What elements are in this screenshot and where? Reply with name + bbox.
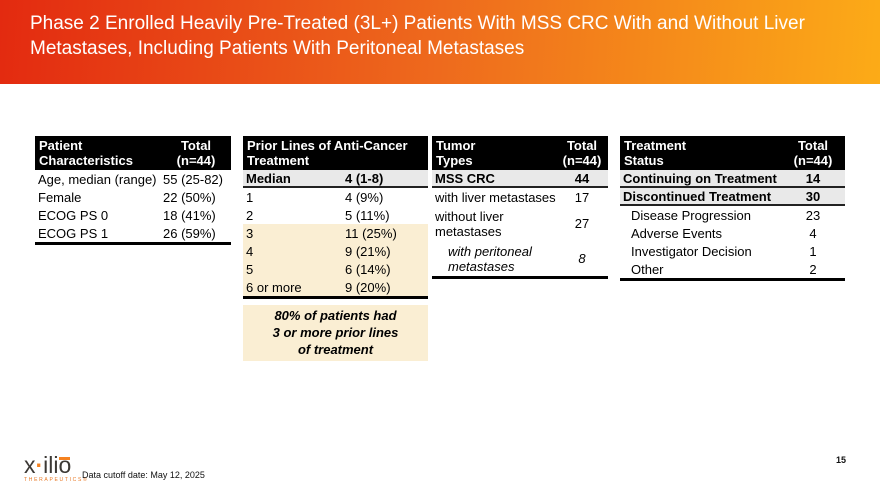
data-cutoff-text: Data cutoff date: May 12, 2025	[82, 470, 205, 480]
page-number: 15	[835, 455, 846, 465]
table-row-discontinued: Discontinued Treatment 30	[620, 188, 845, 206]
row-label: Continuing on Treatment	[623, 170, 777, 186]
tumor-types-table: Tumor Types Total (n=44) MSS CRC 44 with…	[432, 136, 608, 279]
table-row: Disease Progression 23	[620, 206, 845, 224]
row-label: Female	[38, 189, 82, 205]
row-label: Discontinued Treatment	[623, 188, 772, 204]
row-label: 5	[246, 261, 254, 277]
table-row-highlighted: 4 9 (21%)	[243, 242, 428, 260]
row-label: ECOG PS 1	[38, 225, 109, 241]
table-body: MSS CRC 44 with liver metastases 17 with…	[432, 170, 608, 279]
row-value: 18 (41%)	[163, 207, 216, 223]
table-row: Investigator Decision 1	[620, 242, 845, 260]
row-value: 44	[574, 170, 590, 186]
table-row: ECOG PS 0 18 (41%)	[35, 206, 231, 224]
row-value: 8	[578, 251, 586, 266]
table-header-total: Total (n=44)	[176, 138, 216, 168]
row-value: 30	[805, 188, 821, 204]
row-label: Median	[246, 170, 291, 186]
prior-lines-callout: 80% of patients had 3 or more prior line…	[243, 305, 428, 361]
logo-dot: ·	[35, 452, 44, 478]
table-header: Treatment Status Total (n=44)	[620, 136, 845, 170]
table-row-median: Median 4 (1-8)	[243, 170, 428, 188]
table-row: 2 5 (11%)	[243, 206, 428, 224]
row-label: with liver metastases	[435, 189, 556, 205]
table-row: Other 2	[620, 260, 845, 278]
xilio-logo: x·ilio THERAPEUTICS®	[24, 454, 88, 483]
row-label: Investigator Decision	[631, 243, 752, 259]
table-body: Age, median (range) 55 (25-82) Female 22…	[35, 170, 231, 245]
table-row: Age, median (range) 55 (25-82)	[35, 170, 231, 188]
row-label: 6 or more	[246, 279, 302, 295]
table-header-label: Treatment Status	[624, 138, 687, 168]
patient-characteristics-table: Patient Characteristics Total (n=44) Age…	[35, 136, 231, 245]
row-label: Disease Progression	[631, 207, 751, 223]
row-label: Adverse Events	[631, 225, 723, 241]
table-row-highlighted: 5 6 (14%)	[243, 260, 428, 278]
row-value: 4 (9%)	[345, 189, 384, 205]
row-value: 55 (25-82)	[163, 171, 223, 187]
row-value: 9 (20%)	[345, 279, 391, 295]
table-row: Female 22 (50%)	[35, 188, 231, 206]
table-row-peritoneal: with peritoneal metastases 8	[432, 241, 608, 276]
row-value: 4	[809, 225, 817, 241]
row-label: Age, median (range)	[38, 171, 157, 187]
row-label: 3	[246, 225, 254, 241]
row-value: 4 (1-8)	[345, 170, 384, 186]
table-row: with liver metastases 17	[432, 188, 608, 206]
prior-lines-table: Prior Lines of Anti-Cancer Treatment Med…	[243, 136, 428, 361]
row-value: 2	[809, 261, 817, 277]
table-header: Prior Lines of Anti-Cancer Treatment	[243, 136, 428, 170]
row-label: MSS CRC	[435, 170, 495, 186]
row-value: 14	[805, 170, 821, 186]
table-row: 1 4 (9%)	[243, 188, 428, 206]
treatment-status-table: Treatment Status Total (n=44) Continuing…	[620, 136, 845, 281]
row-value: 27	[574, 216, 590, 231]
row-value: 22 (50%)	[163, 189, 216, 205]
logo-letters-ili: ili	[43, 452, 59, 478]
row-label: 1	[246, 189, 254, 205]
row-label: without liver metastases	[435, 208, 504, 239]
slide-title: Phase 2 Enrolled Heavily Pre-Treated (3L…	[30, 13, 805, 59]
row-label: Other	[631, 261, 664, 277]
table-row: without liver metastases 27	[432, 206, 608, 241]
row-value: 9 (21%)	[345, 243, 391, 259]
row-label: 2	[246, 207, 254, 223]
table-row-highlighted: 6 or more 9 (20%)	[243, 278, 428, 296]
table-row-continuing: Continuing on Treatment 14	[620, 170, 845, 188]
logo-letter-x: x	[24, 452, 36, 478]
row-label: with peritoneal metastases	[448, 243, 532, 274]
xilio-logo-therapeutics: THERAPEUTICS®	[24, 477, 89, 483]
table-header-label: Prior Lines of Anti-Cancer Treatment	[247, 138, 408, 168]
row-value: 5 (11%)	[345, 207, 390, 223]
table-body: Continuing on Treatment 14 Discontinued …	[620, 170, 845, 281]
table-row-highlighted: 3 11 (25%)	[243, 224, 428, 242]
row-value: 11 (25%)	[345, 225, 397, 241]
table-header-label: Tumor Types	[436, 138, 476, 168]
row-label: 4	[246, 243, 254, 259]
table-header-label: Patient Characteristics	[39, 138, 133, 168]
table-row-mss-crc: MSS CRC 44	[432, 170, 608, 188]
row-value: 23	[805, 207, 821, 223]
title-banner: Phase 2 Enrolled Heavily Pre-Treated (3L…	[0, 0, 880, 84]
table-row: Adverse Events 4	[620, 224, 845, 242]
row-value: 26 (59%)	[163, 225, 216, 241]
row-value: 6 (14%)	[345, 261, 391, 277]
logo-letter-o: o	[58, 452, 72, 478]
table-row: ECOG PS 1 26 (59%)	[35, 224, 231, 242]
logo-letter-o-text: o	[58, 452, 72, 478]
xilio-logo-wordmark: x·ilio	[24, 454, 88, 477]
table-header-total: Total (n=44)	[793, 138, 833, 168]
row-value: 1	[809, 243, 817, 259]
row-value: 17	[574, 189, 590, 205]
row-label: ECOG PS 0	[38, 207, 109, 223]
table-header-total: Total (n=44)	[562, 138, 602, 168]
logo-o-macron	[58, 457, 71, 460]
table-header: Tumor Types Total (n=44)	[432, 136, 608, 170]
table-body: Median 4 (1-8) 1 4 (9%) 2 5 (11%) 3 11 (…	[243, 170, 428, 299]
table-header: Patient Characteristics Total (n=44)	[35, 136, 231, 170]
